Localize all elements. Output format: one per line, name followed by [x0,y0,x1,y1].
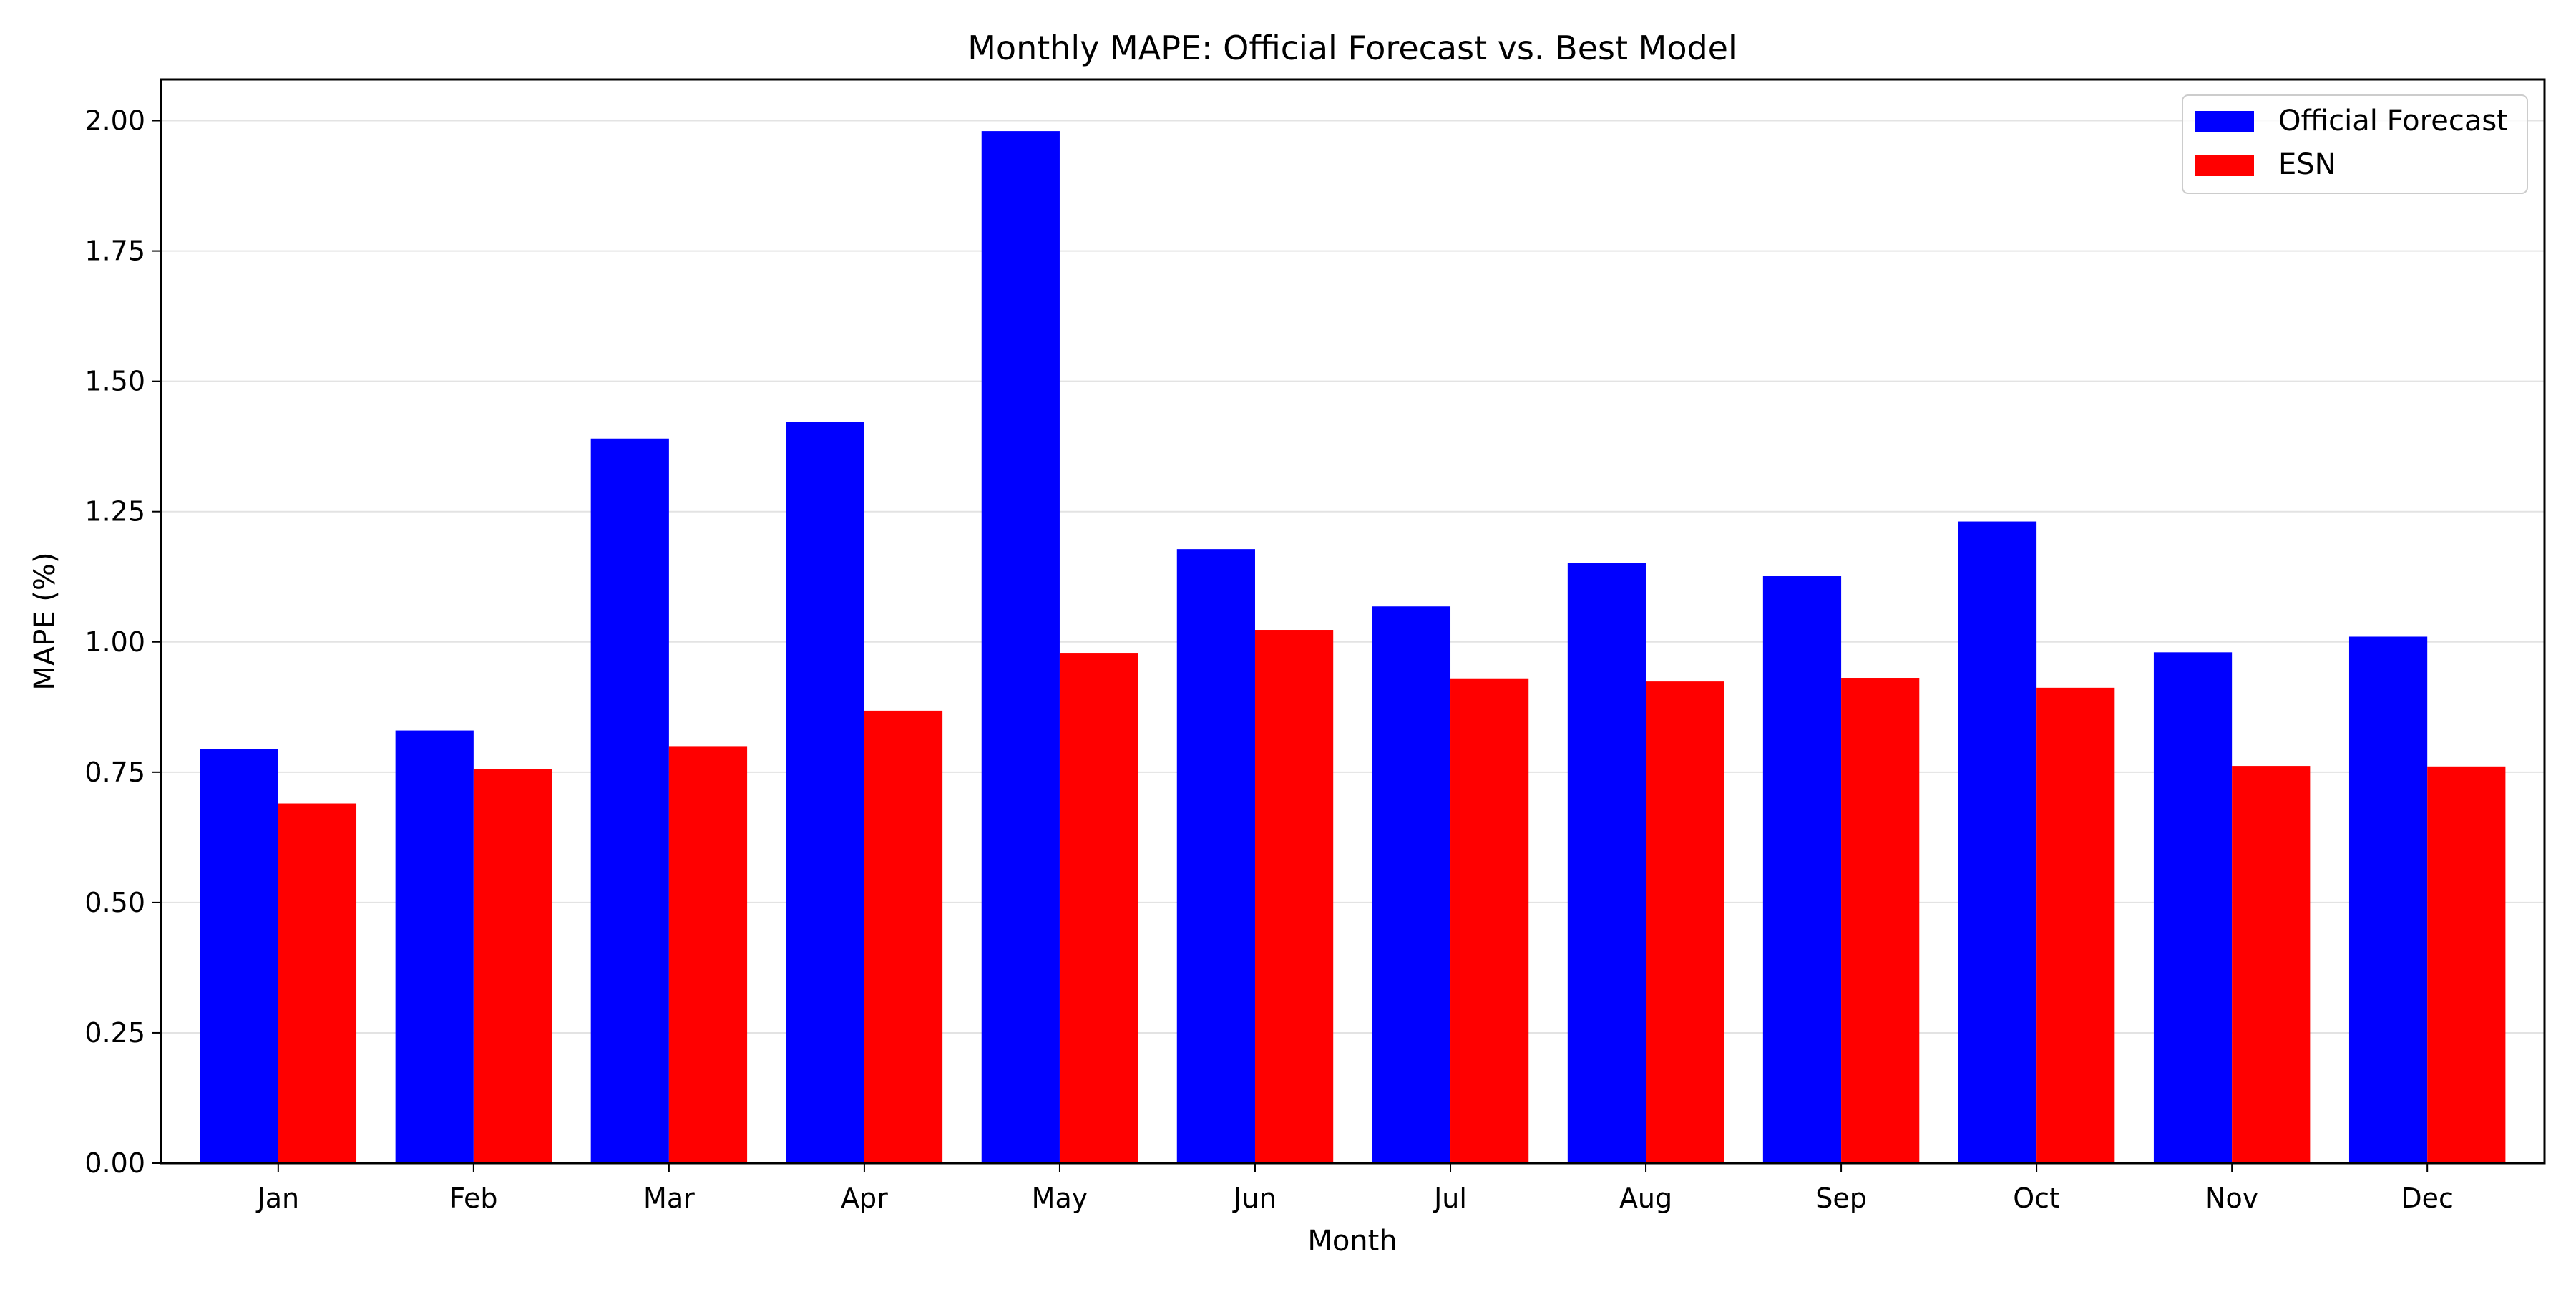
x-tick-label: Sep [1815,1182,1867,1214]
bar-esn-mar [668,746,748,1163]
bar-esn-apr [864,710,943,1163]
bars [200,131,2506,1164]
y-axis-ticks: 0.00 0.25 0.50 0.75 1.00 1.25 1.50 1.75 2.00 [84,105,161,1179]
bar-official-forecast-dec [2348,636,2428,1163]
plot-frame [160,78,2546,1165]
bar-official-forecast-nov [2153,652,2233,1163]
y-tick-label: 1.00 [84,626,145,658]
x-tick-label: Jul [1433,1182,1467,1214]
y-tick-label: 2.00 [84,105,145,137]
chart-title: Monthly MAPE: Official Forecast vs. Best… [967,29,1737,67]
y-tick-label: 0.75 [84,757,145,788]
x-tick-label: Jun [1232,1182,1276,1214]
bar-esn-sep [1841,678,1920,1163]
bar-official-forecast-oct [1958,521,2037,1163]
bar-esn-oct [2036,687,2115,1163]
bar-official-forecast-apr [786,422,864,1163]
legend-label-official-forecast: Official Forecast [2278,105,2508,137]
bar-official-forecast-sep [1762,576,1842,1163]
bar-official-forecast-jul [1372,606,1451,1163]
y-tick-label: 0.25 [84,1017,145,1049]
x-tick-label: Nov [2205,1182,2258,1214]
legend-swatch-esn [2195,155,2254,176]
legend-box [2182,94,2528,194]
y-tick-label: 1.75 [84,235,145,267]
bar-official-forecast-feb [395,730,474,1163]
y-tick-label: 0.50 [84,887,145,918]
x-tick-label: Feb [449,1182,497,1214]
y-tick-label: 1.50 [84,366,145,397]
x-axis-label: Month [1307,1225,1397,1258]
x-tick-label: Jan [256,1182,300,1214]
x-tick-label: May [1032,1182,1088,1214]
bar-esn-nov [2232,766,2311,1163]
bar-esn-aug [1646,681,1724,1163]
bar-esn-jan [278,803,357,1163]
legend: Official Forecast ESN [2182,94,2528,194]
bar-official-forecast-jan [200,749,278,1163]
bar-official-forecast-may [981,131,1060,1164]
y-tick-label: 0.00 [84,1147,145,1179]
bar-esn-feb [473,769,552,1163]
x-tick-label: Mar [643,1182,695,1214]
x-tick-label: Dec [2401,1182,2454,1214]
bar-official-forecast-aug [1567,563,1646,1163]
legend-label-esn: ESN [2278,148,2336,181]
x-axis-ticks: Jan Feb Mar Apr May Jun Jul Aug Sep Oct Nov Dec [256,1163,2454,1214]
bar-official-forecast-jun [1176,549,1255,1163]
bar-official-forecast-mar [590,438,669,1163]
legend-swatch-official-forecast [2195,111,2254,132]
bar-esn-may [1059,653,1138,1163]
bar-esn-dec [2427,766,2506,1163]
bar-esn-jun [1254,630,1334,1163]
x-tick-label: Apr [841,1182,888,1214]
x-tick-label: Aug [1619,1182,1672,1214]
y-tick-label: 1.25 [84,496,145,528]
x-tick-label: Oct [2013,1182,2060,1214]
bar-esn-jul [1450,678,1529,1163]
y-axis-label: MAPE (%) [29,552,62,690]
